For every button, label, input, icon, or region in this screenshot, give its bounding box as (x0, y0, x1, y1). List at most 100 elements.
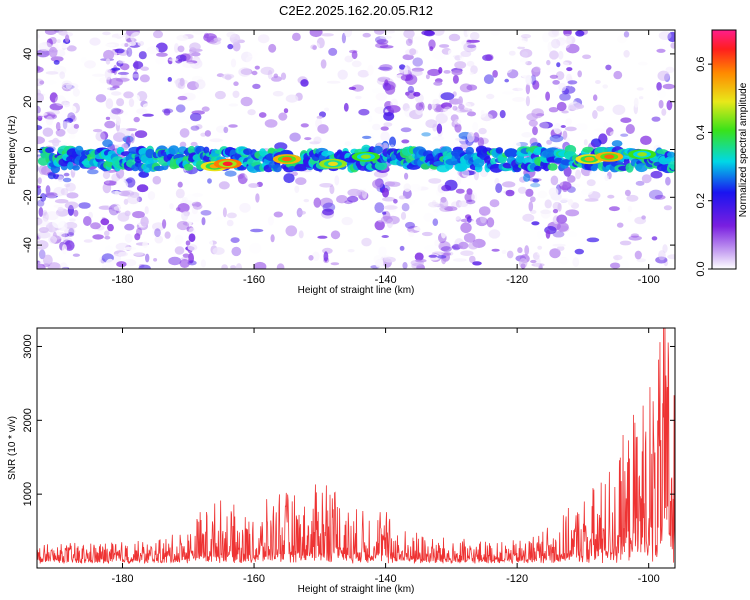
spectrogram-cell (65, 105, 77, 115)
spectrogram-cell (648, 189, 663, 200)
spectrogram-cell (594, 128, 605, 132)
spectrogram-cell (374, 220, 385, 231)
spectrogram-cell (278, 112, 288, 121)
spectrogram-cell (399, 64, 406, 70)
spectrogram-cell (40, 193, 47, 202)
spectrogram-cell (383, 205, 398, 210)
spectrogram-cell (298, 210, 306, 215)
spectrogram-cell (212, 247, 225, 255)
spectrogram-cell (298, 230, 304, 239)
spectrogram-cell (320, 59, 327, 69)
spectrogram-cell (105, 98, 114, 110)
spectrogram-cell (230, 58, 237, 68)
spectrogram-cell (233, 81, 239, 86)
spectrogram-cell (565, 43, 580, 54)
spectrogram-cell (105, 58, 111, 65)
spectrogram-cell (132, 94, 140, 102)
spectrogram-cell (295, 177, 307, 186)
spectrogram-cell (209, 39, 221, 45)
spectrogram-cell (328, 47, 338, 56)
spectrogram-cell (43, 254, 53, 266)
spectrogram-cell (440, 196, 447, 203)
spectrogram-cell (45, 71, 59, 75)
spectrogram-cell (78, 202, 91, 209)
spectrogram-cell (223, 126, 229, 134)
spectrogram-cell (66, 45, 77, 52)
spectrogram-cell (283, 108, 289, 114)
spectrogram-cell (567, 175, 576, 183)
spectrogram-cell (455, 221, 462, 229)
spectrogram-cell (667, 31, 675, 43)
spectrogram-cell (400, 211, 407, 220)
spectrogram-cell (451, 69, 463, 76)
spectrogram-cell (432, 98, 441, 105)
spectrogram-cell (175, 188, 185, 199)
spectrogram-cell (483, 74, 494, 85)
spectrogram-cell (347, 249, 355, 253)
y-tick-label: 40 (22, 48, 34, 60)
spectrogram-cell (37, 105, 41, 115)
spectrogram-cell (565, 118, 572, 126)
spectrogram-cell (435, 113, 448, 124)
spectrogram-cell (127, 195, 140, 205)
spectrogram-cell (59, 71, 66, 79)
spectrogram-cell (525, 95, 531, 107)
spectrogram-cell (506, 250, 514, 259)
spectrogram-cell (430, 183, 437, 188)
spectrogram-cell (567, 231, 578, 237)
spectrogram-cell (466, 84, 478, 91)
spectrogram-cell (611, 140, 623, 147)
spectrogram-cell (515, 154, 525, 163)
spectrogram-cell (467, 132, 475, 143)
spectrogram-cell (428, 178, 442, 184)
spectrogram-cell (402, 103, 410, 112)
spectrogram-cell (531, 108, 544, 119)
spectrogram-cell (63, 102, 71, 108)
spectrogram-cell (439, 44, 450, 48)
spectrogram-cell (177, 181, 183, 188)
spectrogram-cell (187, 145, 196, 154)
spectrogram-cell (37, 92, 44, 103)
spectrogram-cell (442, 106, 453, 117)
spectrogram-cell (73, 123, 80, 129)
spectrogram-cell (480, 213, 487, 224)
spectrogram-cell (230, 237, 240, 244)
spectrogram-cell (260, 66, 275, 75)
spectrogram-cell (452, 74, 459, 84)
spectrogram-cell (373, 145, 383, 155)
spectrogram-cell (361, 237, 372, 247)
spectrogram-cell (466, 199, 476, 205)
spectrogram-cell (319, 183, 334, 188)
spectrogram-cell (563, 30, 572, 37)
spectrogram-cell (620, 133, 629, 137)
spectrogram-cell (525, 74, 532, 86)
spectrogram-cell (52, 217, 65, 229)
spectrogram-cell (123, 111, 128, 116)
spectrogram-cell (546, 67, 557, 73)
spectrogram-cell (55, 128, 66, 137)
spectrogram-cell (398, 195, 406, 200)
colorbar-label: Normalized spectral amplitude (738, 82, 749, 217)
spectrogram-cell (379, 45, 394, 49)
spectrogram-cell (482, 54, 493, 61)
spectrogram-cell (380, 216, 393, 224)
spectrogram-cell (517, 186, 527, 194)
spectrogram-cell (183, 163, 194, 171)
spectrogram-cell (347, 188, 362, 197)
spectrogram-cell (555, 71, 565, 81)
spectrogram-cell (460, 250, 474, 256)
spectrogram-cell (450, 114, 459, 122)
spectrogram-cell (73, 209, 79, 217)
spectrogram-cell (558, 198, 570, 202)
spectrogram-cell (517, 247, 523, 254)
spectrogram-cell (174, 79, 181, 85)
spectrogram-cell (458, 200, 469, 207)
spectrogram-cell (267, 216, 274, 226)
spectrogram-cell (357, 69, 370, 78)
spectrogram-cell (190, 112, 202, 122)
spectrogram-cell (130, 133, 135, 144)
spectrogram-cell (452, 213, 461, 221)
spectrogram-cell (38, 207, 44, 217)
spectrogram-cell (309, 141, 321, 145)
